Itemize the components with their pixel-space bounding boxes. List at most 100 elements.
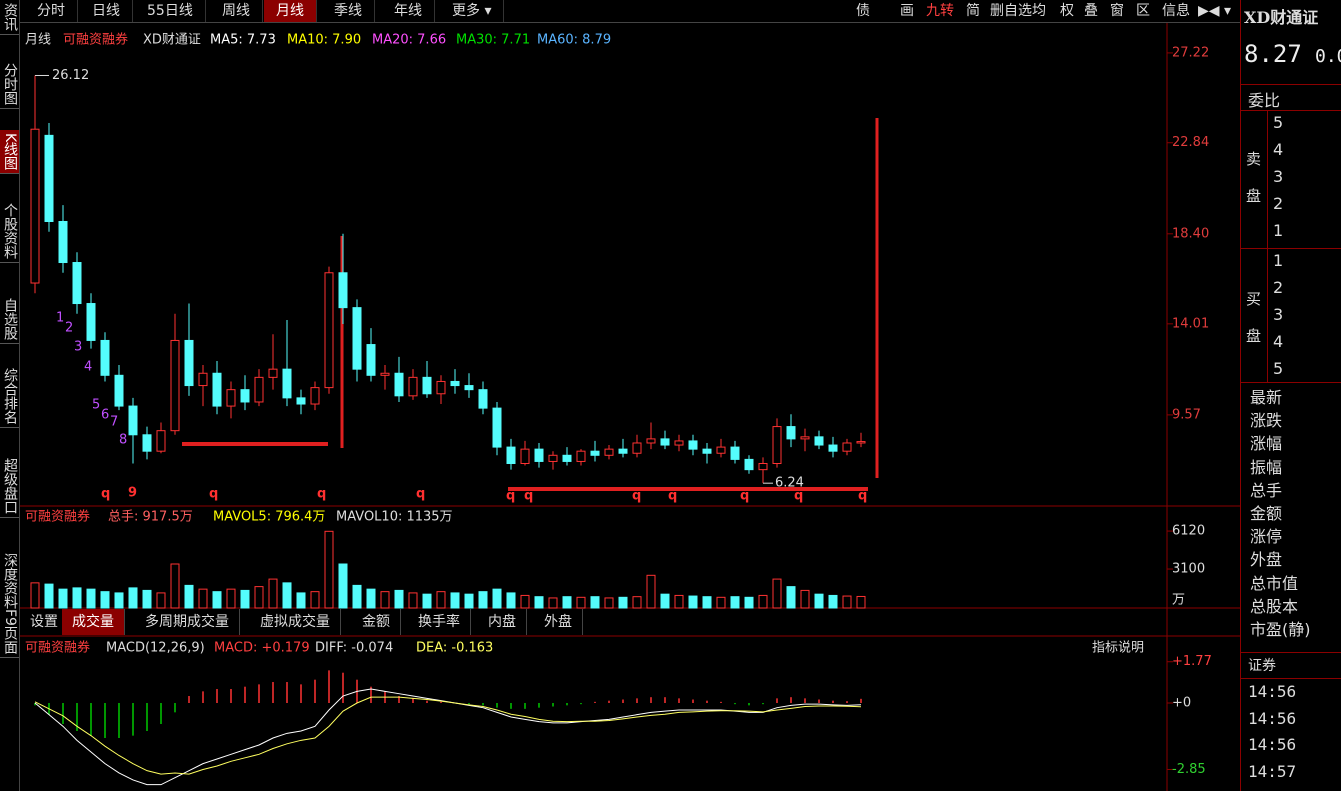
trade-time: 14:56 [1248, 682, 1297, 701]
volume-bar [800, 589, 810, 609]
volume-bar [254, 586, 264, 609]
tool-button[interactable]: 叠 [1084, 3, 1098, 19]
candle-body [632, 442, 642, 454]
indicator-tab[interactable]: 换手率 [408, 609, 471, 635]
candle-body [562, 454, 572, 462]
ma-legend-item: MA60: 8.79 [537, 33, 611, 48]
period-tab[interactable]: 季线 [322, 0, 375, 22]
side-tab[interactable]: K线图 [0, 130, 19, 175]
period-tab[interactable]: 55日线 [135, 0, 206, 22]
wave-label: 5 [92, 398, 100, 413]
quote-field: 总手 [1250, 480, 1283, 500]
y-tick-label: 9.57 [1172, 407, 1201, 422]
tool-button[interactable]: 区 [1136, 3, 1150, 19]
volume-bar [310, 591, 320, 609]
total-volume: 总手: 917.5万 [108, 510, 193, 525]
period-tab[interactable]: 月线 [264, 0, 317, 22]
side-tab[interactable]: 个股资料 [0, 200, 19, 263]
indicator-tab[interactable]: 成交量 [62, 609, 125, 635]
side-tab[interactable]: 深度资料F9页面 [0, 550, 19, 658]
ma-legend-item: MA5: 7.73 [210, 33, 276, 48]
candle-body [44, 134, 54, 222]
candle-body [716, 446, 726, 454]
side-tab[interactable]: 分时图 [0, 60, 19, 109]
side-tab[interactable]: 综合排名 [0, 365, 19, 428]
volume-bar [268, 578, 278, 609]
quote-panel: XD财通证 8.27 0.0 委比 证券 卖盘买盘5432112345最新涨跌涨… [1240, 0, 1341, 791]
candle-body [198, 372, 208, 387]
marker: q [740, 489, 749, 504]
period-tab[interactable]: 日线 [80, 0, 133, 22]
tool-button[interactable]: 债 [856, 3, 870, 19]
tool-button[interactable]: 画 [900, 3, 914, 19]
candle-body [534, 448, 544, 462]
side-tab[interactable]: 资讯 [0, 0, 19, 35]
volume-bar [142, 589, 152, 609]
buy-level: 5 [1273, 359, 1284, 378]
tool-button[interactable]: 简 [966, 3, 980, 19]
volume-bar [100, 591, 110, 609]
wave-label: 3 [74, 340, 82, 355]
min-label: 6.24 [775, 476, 804, 491]
tool-button[interactable]: 均 [1032, 3, 1046, 19]
period-tab[interactable]: 年线 [382, 0, 435, 22]
period-tab[interactable]: 周线 [210, 0, 263, 22]
macd-value: MACD: +0.179 [214, 641, 310, 656]
macd-params: MACD(12,26,9) [106, 641, 205, 656]
volume-bar [632, 596, 642, 609]
candle-body [772, 426, 782, 464]
indicator-tab[interactable]: 虚拟成交量 [250, 609, 341, 635]
side-tab[interactable]: 自选股 [0, 295, 19, 344]
candle-body [520, 448, 530, 464]
y-tick-label: +1.77 [1172, 654, 1212, 669]
indicator-tab[interactable]: 多周期成交量 [135, 609, 240, 635]
max-label: 26.12 [52, 68, 89, 83]
candle-body [800, 436, 810, 440]
volume-bar [842, 595, 852, 609]
indicator-tab[interactable]: 金额 [352, 609, 401, 635]
volume-bar [212, 591, 222, 609]
volume-bar [744, 596, 754, 609]
volume-bar [226, 588, 236, 609]
book-label: 盘 [1246, 327, 1262, 345]
y-tick-label: 22.84 [1172, 135, 1209, 150]
marker: q [632, 489, 641, 504]
volume-bar [646, 574, 656, 609]
ma-legend-item: MA10: 7.90 [287, 33, 361, 48]
side-tab[interactable]: 超级盘口 [0, 455, 19, 518]
indicator-tab[interactable]: 外盘 [534, 609, 583, 635]
sell-level: 1 [1273, 221, 1284, 240]
candle-body [464, 385, 474, 391]
candle-body [72, 262, 82, 305]
ma-legend-item: MA30: 7.71 [456, 33, 530, 48]
help-link[interactable]: 指标说明 [1092, 641, 1144, 656]
volume-bar [58, 588, 68, 609]
book-label: 卖 [1246, 150, 1262, 168]
quote-field: 金额 [1250, 504, 1283, 523]
tool-button[interactable]: 删自选 [990, 3, 1032, 19]
y-tick-label: 3100 [1172, 562, 1205, 577]
volume-bar [198, 588, 208, 609]
buy-level: 3 [1273, 305, 1284, 324]
dea-value: DEA: -0.163 [416, 641, 493, 656]
candle-body [436, 380, 446, 395]
tool-button[interactable]: 权 [1060, 3, 1074, 19]
indicator-tab[interactable]: 内盘 [478, 609, 527, 635]
candle-body [352, 307, 362, 370]
tool-button[interactable]: 信息 [1162, 3, 1190, 19]
volume-bar [240, 589, 250, 609]
tool-button[interactable]: 九转 [926, 3, 954, 19]
tag: 可融资融券 [25, 640, 90, 656]
candle-body [744, 458, 754, 471]
period-tab[interactable]: 更多 ▾ [440, 0, 505, 22]
quote-field: 涨跌 [1250, 411, 1283, 431]
tool-button[interactable]: 窗 [1110, 3, 1124, 19]
nav-arrows: ▶◀ ▾ [1198, 3, 1232, 19]
candle-body [86, 303, 96, 341]
volume-bar [184, 584, 194, 609]
candle-body [506, 446, 516, 464]
volume-bar [72, 587, 82, 609]
y-tick-label: 27.22 [1172, 45, 1209, 60]
candle-body [240, 389, 250, 403]
period-tab[interactable]: 分时 [25, 0, 78, 22]
